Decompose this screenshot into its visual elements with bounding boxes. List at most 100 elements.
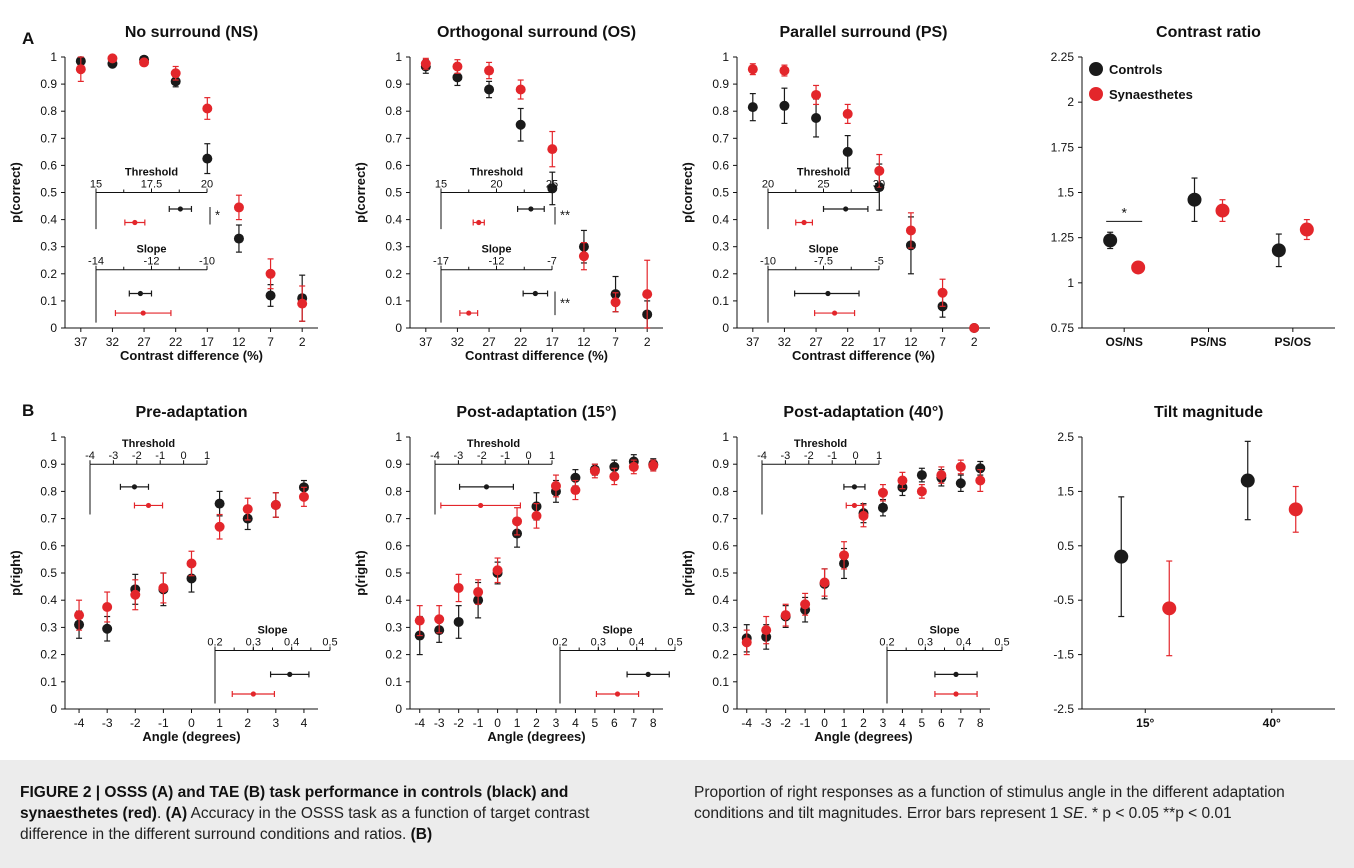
x-tick-label: 0	[494, 716, 501, 730]
data-point-synaesthetes	[170, 68, 181, 79]
inset-title: Slope	[137, 244, 167, 256]
inset-tick-label: 0.4	[284, 637, 299, 649]
x-axis-label: Contrast difference (%)	[792, 348, 935, 363]
y-tick-label: 0.4	[385, 213, 402, 227]
data-point-synaesthetes	[233, 202, 244, 213]
y-tick-label: 0.4	[712, 593, 729, 607]
inset-threshold: Threshold -4 -3 -2 -1 0 1	[85, 438, 210, 515]
y-tick-label: 0.9	[40, 457, 57, 471]
y-tick-label: 0.8	[712, 484, 729, 498]
inset-tick-label: -1	[500, 450, 510, 462]
x-tick-label: 7	[939, 335, 946, 349]
x-tick-label: 3	[553, 716, 560, 730]
x-tick-label: 17	[201, 335, 215, 349]
y-tick-label: 0.7	[712, 131, 729, 145]
y-tick-label: 0	[50, 702, 57, 716]
data-point-synaesthetes	[936, 470, 947, 481]
data-point-synaesthetes	[1288, 502, 1303, 517]
y-tick-label: 0	[395, 321, 402, 335]
inset-tick-label: 0.4	[956, 637, 971, 649]
y-tick-label: 0.5	[712, 566, 729, 580]
inset-mean-controls	[287, 671, 293, 677]
data-point-synaesthetes	[1215, 203, 1230, 218]
y-tick-label: 0.6	[40, 539, 57, 553]
data-point-synaesthetes	[741, 637, 752, 648]
x-axis-label: Angle (degrees)	[814, 729, 912, 744]
inset-mean-synaesthetes	[801, 219, 807, 226]
y-tick-label: 0.75	[1051, 321, 1075, 335]
data-point-synaesthetes	[420, 58, 431, 69]
data-point-synaesthetes	[515, 84, 526, 95]
y-tick-label: 0.6	[385, 539, 402, 553]
y-tick-label: 0.1	[712, 675, 729, 689]
x-tick-label: PS/OS	[1274, 335, 1311, 349]
x-tick-label: -3	[761, 716, 772, 730]
caption-lead-end: .	[156, 805, 166, 822]
inset-tick-label: -12	[144, 256, 160, 268]
y-axis-label: p(right)	[680, 550, 695, 595]
inset-mean-synaesthetes	[250, 691, 256, 697]
x-tick-label: 32	[451, 335, 465, 349]
inset-tick-label: -7	[547, 256, 557, 268]
y-tick-label: 0	[50, 321, 57, 335]
x-tick-label: 5	[919, 716, 926, 730]
inset-mean-controls	[177, 206, 183, 212]
y-tick-label: 1	[722, 50, 729, 64]
inset-tick-label: 0	[853, 450, 859, 462]
inset-tick-label: 1	[204, 450, 210, 462]
legend-label-controls: Controls	[1109, 62, 1162, 77]
inset-slope: Slope -14 -12 -10	[88, 244, 215, 323]
data-point-synaesthetes	[905, 225, 916, 236]
y-tick-label: 0.2	[712, 648, 729, 662]
x-tick-label: -4	[74, 716, 85, 730]
data-point-controls	[1271, 243, 1286, 258]
y-tick-label: 0.3	[40, 240, 57, 254]
data-point-synaesthetes	[747, 64, 758, 75]
x-tick-label: 22	[514, 335, 528, 349]
chart-title: Post-adaptation (15°)	[456, 404, 616, 421]
x-tick-label: 2	[860, 716, 867, 730]
x-tick-label: 7	[630, 716, 637, 730]
inset-threshold: Threshold -4 -3 -2 -1 0 1	[757, 438, 882, 515]
data-point-controls	[265, 290, 276, 301]
x-tick-label: 37	[74, 335, 88, 349]
data-point-controls	[609, 461, 620, 472]
inset-title: Slope	[603, 625, 633, 637]
data-point-synaesthetes	[578, 251, 589, 262]
inset-tick-label: -4	[757, 450, 767, 462]
y-axis-label: p(right)	[353, 550, 368, 595]
y-tick-label: 0.6	[712, 539, 729, 553]
data-point-synaesthetes	[484, 65, 495, 76]
data-point-controls	[547, 183, 558, 194]
x-tick-label: 5	[592, 716, 599, 730]
inset-tick-label: 17.5	[141, 179, 162, 191]
x-tick-label: 1	[216, 716, 223, 730]
x-tick-label: 2	[533, 716, 540, 730]
inset-threshold: Threshold 15 20 25 **	[435, 167, 570, 230]
data-point-controls	[452, 72, 463, 83]
x-tick-label: 37	[746, 335, 760, 349]
inset-mean-controls	[645, 671, 651, 677]
data-point-controls	[955, 478, 966, 489]
y-tick-label: 1	[722, 430, 729, 444]
y-tick-label: 0.2	[40, 267, 57, 281]
inset-threshold: Threshold -4 -3 -2 -1 0 1	[430, 438, 555, 515]
caption-se: SE	[1062, 805, 1084, 822]
x-tick-label: 1	[514, 716, 521, 730]
x-tick-label: 3	[880, 716, 887, 730]
data-point-synaesthetes	[214, 521, 225, 532]
x-tick-label: 4	[899, 716, 906, 730]
data-point-synaesthetes	[780, 610, 791, 621]
data-point-controls	[484, 84, 495, 95]
inset-tick-label: -2	[804, 450, 814, 462]
data-point-synaesthetes	[414, 615, 425, 626]
y-tick-label: 0.9	[40, 77, 57, 91]
data-point-controls	[877, 502, 888, 513]
x-tick-label: 12	[577, 335, 591, 349]
data-point-synaesthetes	[453, 582, 464, 593]
y-axis-label: p(correct)	[353, 162, 368, 223]
data-point-synaesthetes	[969, 323, 980, 333]
data-point-synaesthetes	[74, 610, 85, 621]
y-tick-label: 1.75	[1051, 140, 1075, 154]
inset-title: Slope	[809, 244, 839, 256]
